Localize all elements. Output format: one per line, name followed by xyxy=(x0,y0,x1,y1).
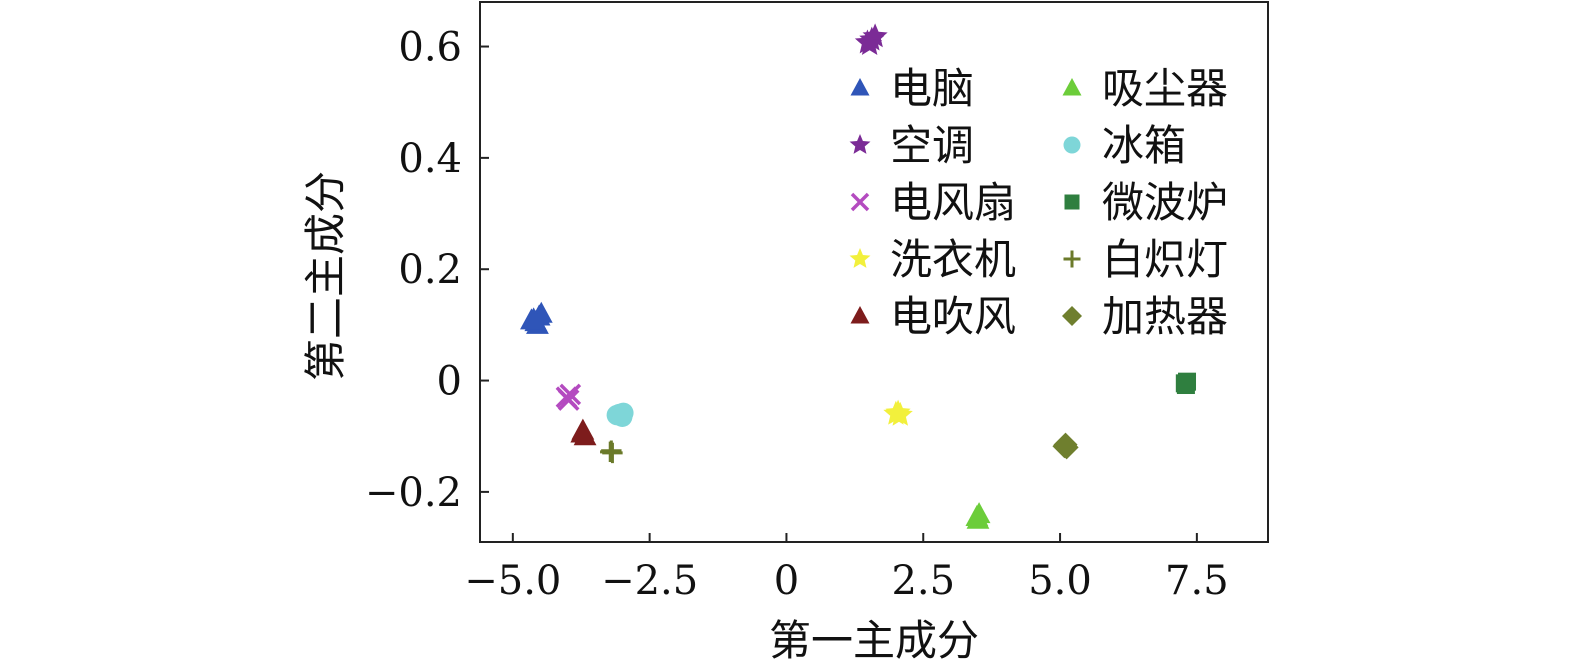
legend-item: 电脑 xyxy=(850,64,974,113)
x-tick-label: 5.0 xyxy=(1028,558,1092,604)
y-tick-label: −0.2 xyxy=(365,470,462,516)
data-point xyxy=(1176,376,1195,395)
plot-frame xyxy=(479,1,1269,543)
legend-marker xyxy=(849,134,871,154)
legend-label: 电吹风 xyxy=(890,292,1016,341)
data-point xyxy=(613,402,634,424)
legend-marker xyxy=(849,248,871,268)
legend-label: 电脑 xyxy=(890,64,974,113)
y-tick-label: 0.2 xyxy=(398,247,462,293)
legend-marker xyxy=(850,78,870,96)
legend-label: 加热器 xyxy=(1102,292,1228,341)
legend-marker xyxy=(1064,194,1080,210)
x-tick-label: 7.5 xyxy=(1165,558,1229,604)
legend-label: 洗衣机 xyxy=(890,235,1016,284)
legend-item: 白炽灯 xyxy=(1063,235,1228,284)
x-tick-label: −5.0 xyxy=(464,558,561,604)
legend-marker xyxy=(1062,306,1082,326)
legend-marker xyxy=(850,192,870,212)
data-point xyxy=(557,389,580,411)
legend-item: 电吹风 xyxy=(850,292,1016,341)
legend-marker xyxy=(1063,136,1081,154)
data-point xyxy=(966,507,990,529)
data-point xyxy=(885,399,911,424)
y-tick-label: 0.4 xyxy=(398,136,462,182)
legend-item: 洗衣机 xyxy=(849,235,1016,284)
data-point xyxy=(601,440,622,461)
legend-label: 微波炉 xyxy=(1102,178,1228,227)
y-axis-title: 第二主成分 xyxy=(301,171,350,381)
x-axis: −5.0 −2.5 0 2.5 5.0 7.5 xyxy=(464,533,1229,604)
y-axis: −0.2 0 0.2 0.4 0.6 xyxy=(365,25,489,516)
legend-marker xyxy=(1063,250,1081,268)
data-point xyxy=(559,383,582,406)
legend-marker xyxy=(850,306,870,324)
legend-item: 微波炉 xyxy=(1064,178,1228,227)
legend-item: 电风扇 xyxy=(850,178,1016,227)
data-points xyxy=(520,23,1197,529)
legend-item: 吸尘器 xyxy=(1062,64,1228,113)
x-tick-label: −2.5 xyxy=(601,558,698,604)
y-tick-label: 0.6 xyxy=(398,25,462,71)
legend-item: 冰箱 xyxy=(1063,121,1186,170)
legend-item: 加热器 xyxy=(1062,292,1228,341)
legend-label: 冰箱 xyxy=(1102,121,1186,170)
legend-marker xyxy=(1062,78,1082,96)
data-point xyxy=(857,31,883,55)
legend-label: 电风扇 xyxy=(890,178,1016,227)
x-tick-label: 2.5 xyxy=(891,558,955,604)
data-point xyxy=(520,308,543,330)
legend-item: 空调 xyxy=(849,121,974,170)
legend-label: 空调 xyxy=(890,121,974,170)
x-tick-label: 0 xyxy=(774,558,799,604)
legend-label: 白炽灯 xyxy=(1102,235,1228,284)
data-point xyxy=(1053,432,1078,457)
data-point xyxy=(570,421,594,443)
y-tick-label: 0 xyxy=(437,359,462,405)
legend-label: 吸尘器 xyxy=(1102,64,1228,113)
x-axis-title: 第一主成分 xyxy=(769,616,979,665)
